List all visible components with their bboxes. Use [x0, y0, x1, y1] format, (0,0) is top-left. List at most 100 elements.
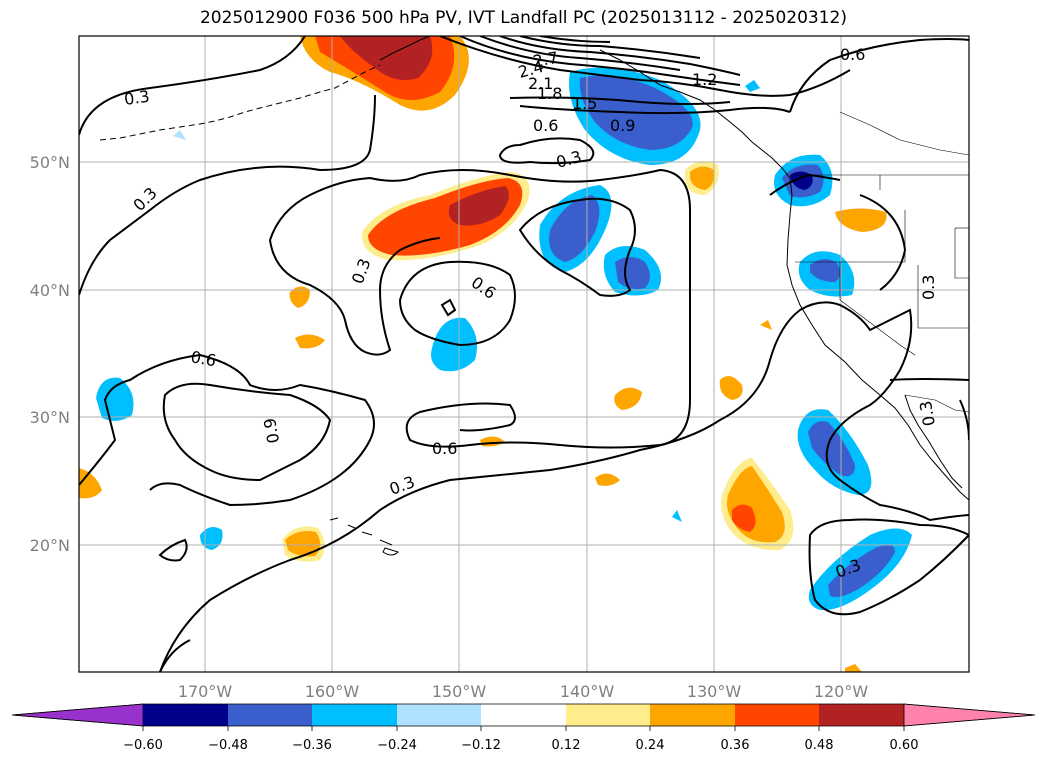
contour-line — [769, 173, 841, 196]
lat-label: 20°N — [30, 536, 70, 555]
contour-line — [808, 518, 969, 616]
colorbar-segment — [735, 704, 819, 726]
pv-shading — [79, 36, 912, 672]
contour-line — [889, 378, 969, 381]
pv-positive-region — [732, 504, 756, 532]
pv-positive-region — [79, 468, 102, 499]
colorbar-tick-label: 0.48 — [805, 738, 834, 753]
contour-line — [158, 538, 188, 562]
colorbar-segment — [566, 704, 650, 726]
contour-line — [499, 36, 741, 76]
contour-line — [789, 38, 969, 113]
colorbar-segment — [397, 704, 481, 726]
contour-label: 1.8 — [537, 84, 562, 103]
colorbar-segment — [819, 704, 904, 726]
colorbar: −0.60 −0.48 −0.36 −0.24 −0.12 0.12 0.24 … — [11, 703, 1036, 753]
hawaii-islands — [329, 517, 399, 556]
contour-label: 1.2 — [692, 70, 717, 89]
lat-label: 40°N — [30, 281, 70, 300]
contour-label: 2.1 — [528, 74, 553, 93]
pv-negative-region — [96, 377, 134, 421]
colorbar-tick-label: 0.12 — [552, 738, 581, 753]
state-borders — [917, 265, 969, 329]
contour-line — [79, 36, 306, 136]
contour-line — [519, 105, 791, 115]
pv-negative-region — [745, 80, 760, 92]
lon-label: 140°W — [560, 682, 615, 701]
pv-positive-region — [595, 473, 620, 486]
map-area — [79, 36, 969, 672]
colorbar-tick-label: −0.48 — [208, 738, 248, 753]
contour-line — [479, 36, 681, 71]
pv-positive-region — [285, 531, 321, 557]
colorbar-tick-label: 0.60 — [890, 738, 919, 753]
pv-positive-region — [719, 376, 743, 400]
lon-label: 160°W — [305, 682, 360, 701]
contour-label: 0.3 — [919, 275, 938, 300]
contour-line — [162, 382, 332, 482]
pv-positive-region — [340, 36, 433, 81]
lon-label: 120°W — [814, 682, 869, 701]
contour-line — [269, 237, 441, 356]
lon-label: 150°W — [432, 682, 487, 701]
pv-positive-region — [835, 208, 887, 232]
colorbar-extend-right — [903, 703, 1036, 727]
pv-negative-region — [200, 526, 223, 550]
pv-positive-region — [295, 334, 325, 349]
map-border — [78, 35, 970, 673]
contour-line — [459, 36, 741, 86]
colorbar-segment — [228, 704, 312, 726]
contour-line — [398, 260, 516, 347]
baja-coast — [904, 394, 963, 489]
lat-label: 50°N — [30, 153, 70, 172]
pv-positive-region — [845, 664, 862, 672]
contour-label: 0.9 — [610, 116, 635, 135]
map-title: 2025012900 F036 500 hPa PV, IVT Landfall… — [199, 8, 847, 28]
contour-label: 2.7 — [531, 48, 559, 71]
pv-negative-region — [615, 257, 650, 290]
pv-positive-region — [448, 186, 509, 226]
pv-negative-region — [828, 544, 895, 597]
state-borders — [839, 111, 969, 156]
contour-line — [159, 301, 969, 672]
colorbar-tick-label: 0.36 — [721, 738, 750, 753]
colorbar-tick-label: −0.24 — [377, 738, 417, 753]
pv-negative-region — [672, 510, 682, 522]
pv-positive-region — [614, 387, 642, 410]
pv-negative-region — [810, 259, 841, 282]
contour-line — [79, 94, 376, 296]
contour-label: 0.6 — [840, 45, 865, 64]
contour-label: 0.6 — [432, 439, 457, 458]
contour-label: 0.6 — [533, 116, 558, 135]
state-borders — [954, 228, 969, 279]
contour-line — [269, 168, 692, 449]
contour-label: 0.3 — [916, 399, 939, 427]
contour-line — [159, 639, 191, 672]
longitude-labels: 170°W 160°W 150°W 140°W 130°W 120°W — [178, 682, 869, 701]
contour-line — [539, 36, 611, 43]
pv-positive-region — [690, 166, 715, 190]
contour-label: 0.6 — [189, 347, 217, 370]
lon-label: 130°W — [687, 682, 742, 701]
lon-label: 170°W — [178, 682, 233, 701]
contour-line — [498, 137, 595, 165]
contour-line — [519, 36, 701, 59]
contour-label: 1.5 — [572, 94, 597, 113]
contour-line — [79, 353, 375, 507]
contour-line — [518, 197, 636, 297]
contour-line — [439, 36, 851, 97]
contour-label: 0.3 — [123, 87, 151, 109]
colorbar-segment — [143, 704, 228, 726]
colorbar-segment — [650, 704, 735, 726]
colorbar-tick-label: −0.12 — [461, 738, 501, 753]
mexico-border — [904, 394, 969, 413]
colorbar-segment — [481, 704, 566, 726]
contour-label: 0.9 — [260, 416, 283, 444]
colorbar-tick-label: 0.24 — [636, 738, 665, 753]
north-america-coast — [599, 49, 969, 501]
colorbar-segment — [312, 704, 397, 726]
coastlines — [99, 36, 969, 556]
contour-line — [859, 194, 907, 291]
pv-positive-region — [289, 286, 310, 308]
pv-negative-region — [173, 130, 186, 140]
